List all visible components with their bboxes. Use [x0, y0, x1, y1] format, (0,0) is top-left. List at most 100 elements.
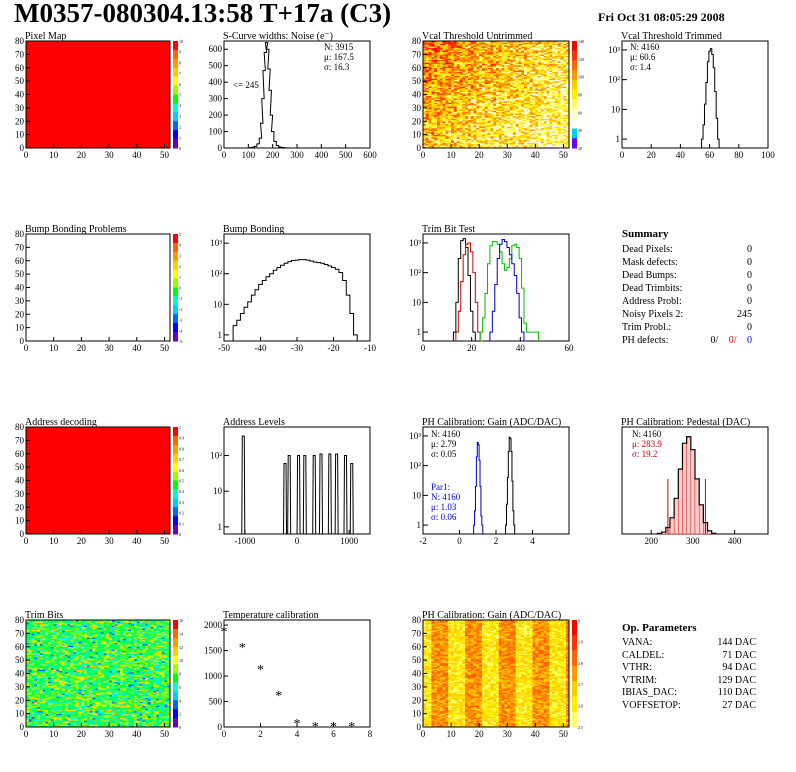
heatmap-cell [456, 47, 460, 50]
heatmap-cell [423, 133, 427, 135]
heatmap-cell [479, 127, 483, 130]
heatmap-cell [518, 125, 522, 127]
heatmap-cell [529, 61, 533, 63]
heatmap-cell [566, 41, 570, 43]
heatmap-cell [504, 77, 508, 79]
heatmap-cell [510, 58, 514, 61]
heatmap-cell [549, 83, 553, 86]
heatmap-cell [445, 87, 449, 90]
heatmap-cell [42, 664, 46, 666]
heatmap-cell [39, 630, 43, 633]
heatmap-cell [557, 71, 561, 74]
heatmap-cell [535, 66, 539, 69]
heatmap-cell [465, 85, 469, 87]
heatmap-cell [42, 693, 46, 696]
heatmap-cell [451, 53, 455, 55]
heatmap-cell [481, 98, 486, 101]
heatmap-cell [470, 113, 474, 115]
heatmap-cell [484, 105, 488, 107]
heatmap-cell [515, 77, 519, 79]
heatmap-cell [515, 63, 519, 66]
heatmap-cell [504, 67, 508, 70]
heatmap-cell [42, 694, 46, 697]
heatmap-cell [540, 143, 545, 146]
heatmap-cell [552, 46, 556, 48]
heatmap-cell [473, 111, 477, 114]
heatmap-cell [501, 51, 505, 54]
heatmap-cell [512, 79, 516, 82]
heatmap-cell [37, 680, 41, 682]
heatmap-cell [504, 98, 508, 101]
heatmap-cell [473, 115, 477, 118]
heatmap-cell [437, 87, 441, 90]
heatmap-cell [484, 130, 488, 133]
heatmap-cell [529, 134, 533, 137]
heatmap-cell [557, 89, 561, 91]
heatmap-cell [496, 123, 500, 126]
heatmap-cell [549, 90, 553, 93]
heatmap-cell [470, 51, 474, 54]
heatmap-cell [451, 66, 455, 69]
heatmap-cell [31, 714, 35, 717]
heatmap-cell [453, 99, 457, 102]
heatmap-cell [42, 621, 46, 623]
heatmap-cell [484, 107, 488, 110]
heatmap-cell [434, 133, 438, 135]
heatmap-cell [490, 109, 494, 111]
heatmap-cell [479, 111, 483, 114]
heatmap-cell [442, 130, 446, 133]
heatmap-cell [515, 137, 519, 139]
heatmap-cell [434, 49, 438, 51]
heatmap-cell [423, 94, 427, 97]
heatmap-cell [34, 661, 38, 664]
heatmap-cell [431, 85, 435, 87]
heatmap-cell [459, 118, 463, 121]
heatmap-cell [473, 85, 477, 87]
heatmap-cell [526, 47, 530, 50]
heatmap-cell [560, 125, 564, 127]
heatmap-cell [470, 105, 474, 107]
heatmap-cell [453, 95, 457, 98]
heatmap-cell [445, 113, 449, 115]
heatmap-cell [518, 57, 522, 59]
heatmap-cell [529, 110, 533, 113]
heatmap-cell [442, 121, 446, 123]
heatmap-cell [425, 97, 429, 99]
heatmap-cell [442, 73, 446, 75]
heatmap-cell [521, 82, 525, 85]
heatmap-cell [518, 135, 522, 138]
heatmap-cell [45, 672, 49, 674]
heatmap-cell [28, 629, 32, 631]
heatmap-cell [465, 87, 469, 90]
heatmap-cell [428, 121, 432, 123]
heatmap-cell [535, 61, 539, 63]
heatmap-cell [532, 123, 536, 126]
heatmap-cell [487, 87, 491, 90]
heatmap-cell [423, 87, 427, 90]
heatmap-cell [566, 134, 570, 137]
heatmap-cell [529, 129, 533, 131]
heatmap-cell [554, 81, 559, 83]
heatmap-cell [529, 59, 533, 62]
heatmap-cell [459, 45, 463, 47]
heatmap-cell [512, 85, 516, 87]
heatmap-cell [439, 111, 443, 114]
heatmap-cell [445, 61, 449, 63]
heatmap-cell [524, 77, 528, 79]
heatmap-cell [484, 97, 488, 99]
heatmap-cell [476, 85, 480, 87]
heatmap-cell [484, 141, 488, 143]
heatmap-cell [543, 79, 547, 82]
heatmap-cell [510, 63, 514, 66]
heatmap-cell [529, 57, 533, 59]
heatmap-cell [42, 653, 46, 656]
heatmap-cell [473, 89, 477, 91]
heatmap-cell [459, 50, 463, 52]
heatmap-cell [515, 102, 519, 105]
heatmap-cell [448, 145, 452, 147]
heatmap-cell [501, 43, 505, 46]
heatmap-cell [442, 83, 446, 86]
heatmap-cell [549, 79, 553, 82]
heatmap-cell [423, 63, 427, 66]
